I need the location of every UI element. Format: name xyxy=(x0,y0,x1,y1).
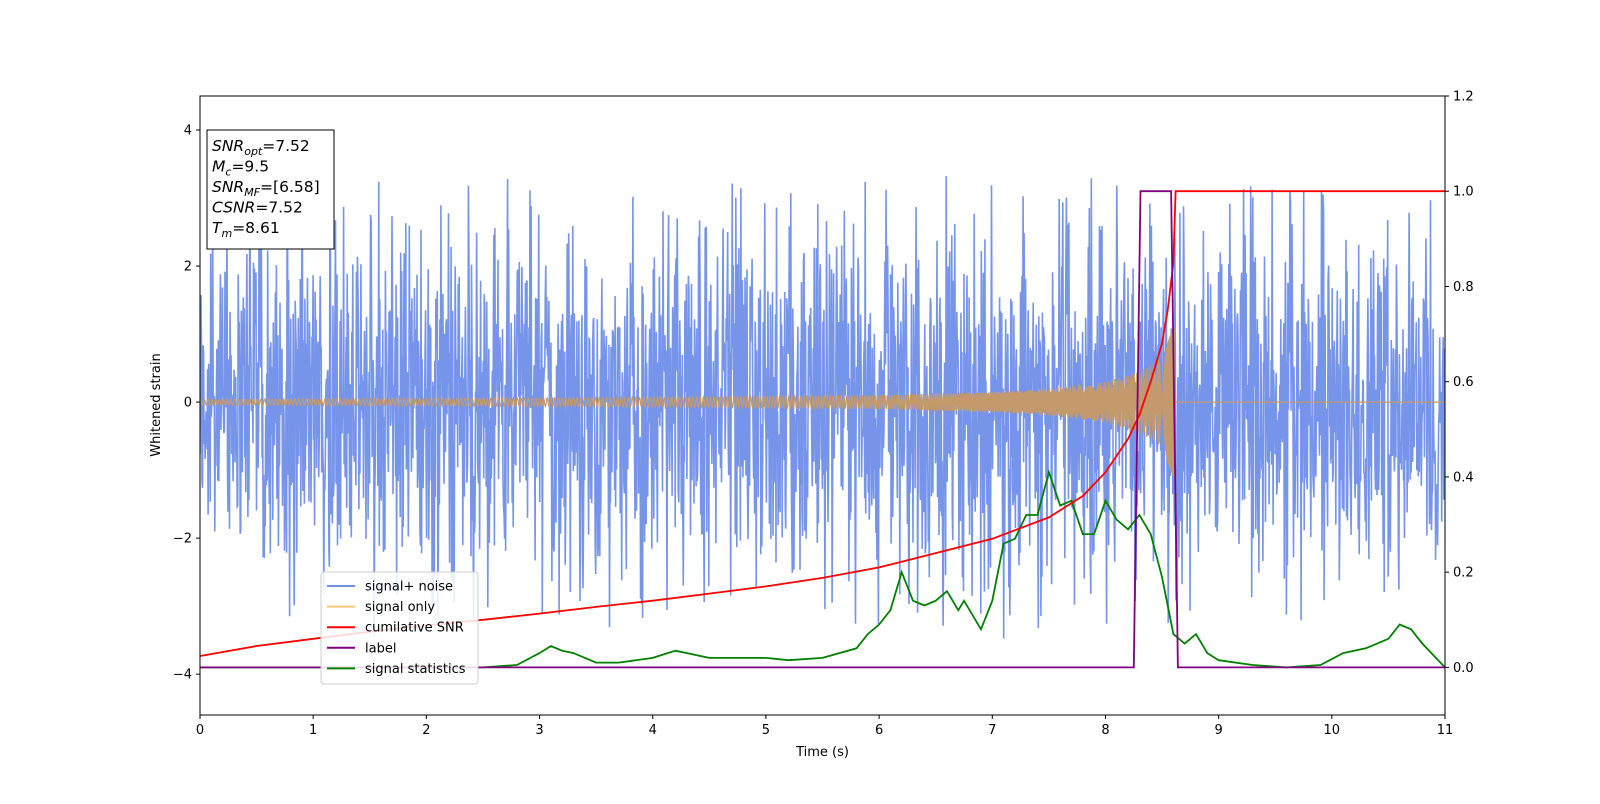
legend-label: cumilative SNR xyxy=(365,621,464,636)
info-line-value: =[6.58] xyxy=(260,178,320,196)
legend: signal+ noise signal only cumilative SNR la… xyxy=(320,571,479,685)
y2-tick-label: 0.0 xyxy=(1453,661,1474,676)
y-axis-title: Whitened strain xyxy=(149,353,164,456)
info-line-subscript: opt xyxy=(244,145,263,158)
series-signal-plus-noise-line xyxy=(200,176,1445,639)
x-tick-label: 7 xyxy=(988,723,996,738)
y2-tick-label: 0.4 xyxy=(1453,470,1474,485)
legend-label: signal+ noise xyxy=(365,580,453,595)
info-line-symbol: CSNR xyxy=(212,199,255,217)
info-line-value: =7.52 xyxy=(262,137,310,155)
legend-label: label xyxy=(365,641,396,656)
x-tick-label: 5 xyxy=(762,723,770,738)
y-tick-label: 2 xyxy=(184,260,192,275)
x-tick-label: 11 xyxy=(1437,723,1454,738)
info-line-symbol: M xyxy=(212,158,225,176)
info-line: SNRopt=7.52 xyxy=(212,137,310,158)
x-tick-label: 0 xyxy=(196,723,204,738)
series-signal-only-line xyxy=(200,327,1445,478)
x-axis-title: Time (s) xyxy=(795,745,849,760)
x-tick-label: 3 xyxy=(535,723,543,738)
info-line-value: =7.52 xyxy=(255,199,303,217)
info-line-symbol: T xyxy=(212,219,223,237)
info-line: Mc=9.5 xyxy=(212,158,269,179)
legend-frame xyxy=(320,571,479,685)
legend-label: signal only xyxy=(365,600,435,615)
y2-tick-label: 1.2 xyxy=(1453,90,1474,105)
x-tick-label: 4 xyxy=(649,723,657,738)
x-tick-label: 6 xyxy=(875,723,883,738)
series-signal-statistics-line xyxy=(200,469,1445,669)
info-box-frame xyxy=(206,129,335,250)
x-tick-label: 10 xyxy=(1324,723,1341,738)
info-line-subscript: c xyxy=(225,166,231,179)
y2-tick-label: 0.6 xyxy=(1453,375,1474,390)
series-label-line xyxy=(200,190,1445,669)
x-tick-label: 9 xyxy=(1214,723,1222,738)
info-line-subscript: MF xyxy=(244,186,260,199)
info-line: CSNR=7.52 xyxy=(212,199,303,217)
y-tick-label: −2 xyxy=(173,532,192,547)
info-line: Tm=8.61 xyxy=(212,219,280,240)
y-tick-label: 4 xyxy=(184,124,192,139)
info-line-subscript: m xyxy=(221,227,232,240)
info-line-symbol: SNR xyxy=(212,137,244,155)
plot-frame xyxy=(199,95,1446,716)
x-tick-label: 1 xyxy=(309,723,317,738)
y2-tick-label: 0.8 xyxy=(1453,280,1474,295)
x-tick-label: 2 xyxy=(422,723,430,738)
x-tick-label: 8 xyxy=(1101,723,1109,738)
y-tick-label: 0 xyxy=(184,396,192,411)
axes: 0 1 2 3 4 5 6 7 8 9 10 11 −4 −2 0 2 4 0.0 0.2 0.4 0.6 0.8 1.0 1… xyxy=(173,90,1474,739)
info-line-value: =8.61 xyxy=(232,219,280,237)
legend-label: signal statistics xyxy=(365,662,466,677)
info-line-value: =9.5 xyxy=(231,158,269,176)
y-tick-label: −4 xyxy=(173,668,192,683)
info-line: SNRMF=[6.58] xyxy=(212,178,320,199)
info-box: SNRopt=7.52Mc=9.5SNRMF=[6.58]CSNR=7.52Tm… xyxy=(206,129,335,250)
info-line-symbol: SNR xyxy=(212,178,244,196)
y2-tick-label: 1.0 xyxy=(1453,185,1474,200)
y2-tick-label: 0.2 xyxy=(1453,566,1474,581)
